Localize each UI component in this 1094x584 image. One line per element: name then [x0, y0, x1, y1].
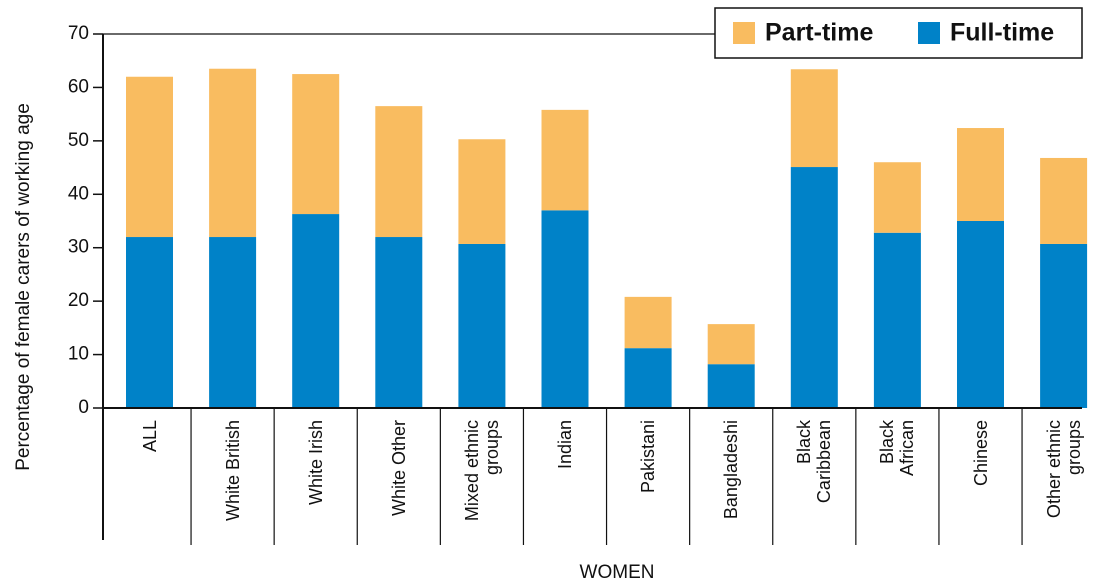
legend-box: [714, 7, 1083, 59]
bar-segment: [957, 128, 1004, 221]
bar-segment: [873, 162, 921, 233]
bar-segment: [957, 221, 1004, 408]
bar-segment: [790, 167, 838, 408]
bar-segment: [375, 106, 423, 238]
x-tick-label: Mixed ethnic groups: [461, 420, 502, 522]
bar-segment: [707, 324, 755, 365]
x-tick-label: Indian: [555, 420, 575, 470]
y-tick-label: 70: [68, 23, 89, 44]
bar-segment: [375, 237, 423, 408]
bar-segment: [790, 69, 838, 168]
x-tick-label: Pakistani: [638, 420, 659, 494]
x-tick-label: White British: [222, 420, 243, 522]
bar-segment: [1040, 157, 1088, 244]
x-axis-label: WOMEN: [580, 562, 655, 583]
bar-segment: [209, 237, 257, 408]
bar-segment: [292, 214, 340, 408]
y-tick-label: 50: [68, 130, 89, 151]
bar-segment: [624, 296, 672, 349]
bar-segment: [624, 348, 672, 408]
x-tick-label: White Irish: [305, 420, 326, 506]
x-tick-label: Black African: [877, 420, 918, 477]
bar-segment: [126, 237, 173, 408]
legend-swatch: [918, 22, 940, 44]
bar-segment: [458, 243, 506, 408]
bar-segment: [541, 109, 589, 211]
x-tick-label: Bangladeshi: [721, 420, 742, 520]
y-tick-label: 40: [68, 183, 89, 204]
y-axis-label: Percentage of female carers of working a…: [13, 103, 34, 471]
y-tick-label: 0: [78, 397, 89, 418]
legend-label: Part-time: [765, 19, 873, 47]
x-tick-label: White Other: [388, 420, 409, 517]
bar-segment: [541, 210, 589, 408]
bar-segment: [707, 364, 755, 408]
y-tick-label: 60: [68, 76, 89, 97]
bar-segment: [1040, 243, 1088, 408]
legend-label: Full-time: [950, 19, 1054, 47]
x-tick-label: Other ethnic groups: [1043, 420, 1084, 519]
bar-segment: [873, 232, 921, 408]
bar-segment: [458, 139, 506, 244]
bar-segment: [209, 68, 257, 238]
bar-segment: [292, 74, 340, 215]
y-tick-label: 30: [68, 237, 89, 258]
x-tick-label: ALL: [139, 420, 160, 453]
bar-segment: [126, 76, 173, 238]
x-tick-label: Black Caribbean: [794, 420, 835, 504]
legend-swatch: [733, 22, 755, 44]
x-tick-label: Chinese: [970, 420, 991, 487]
y-tick-label: 20: [68, 290, 89, 311]
y-tick-label: 10: [68, 344, 89, 365]
